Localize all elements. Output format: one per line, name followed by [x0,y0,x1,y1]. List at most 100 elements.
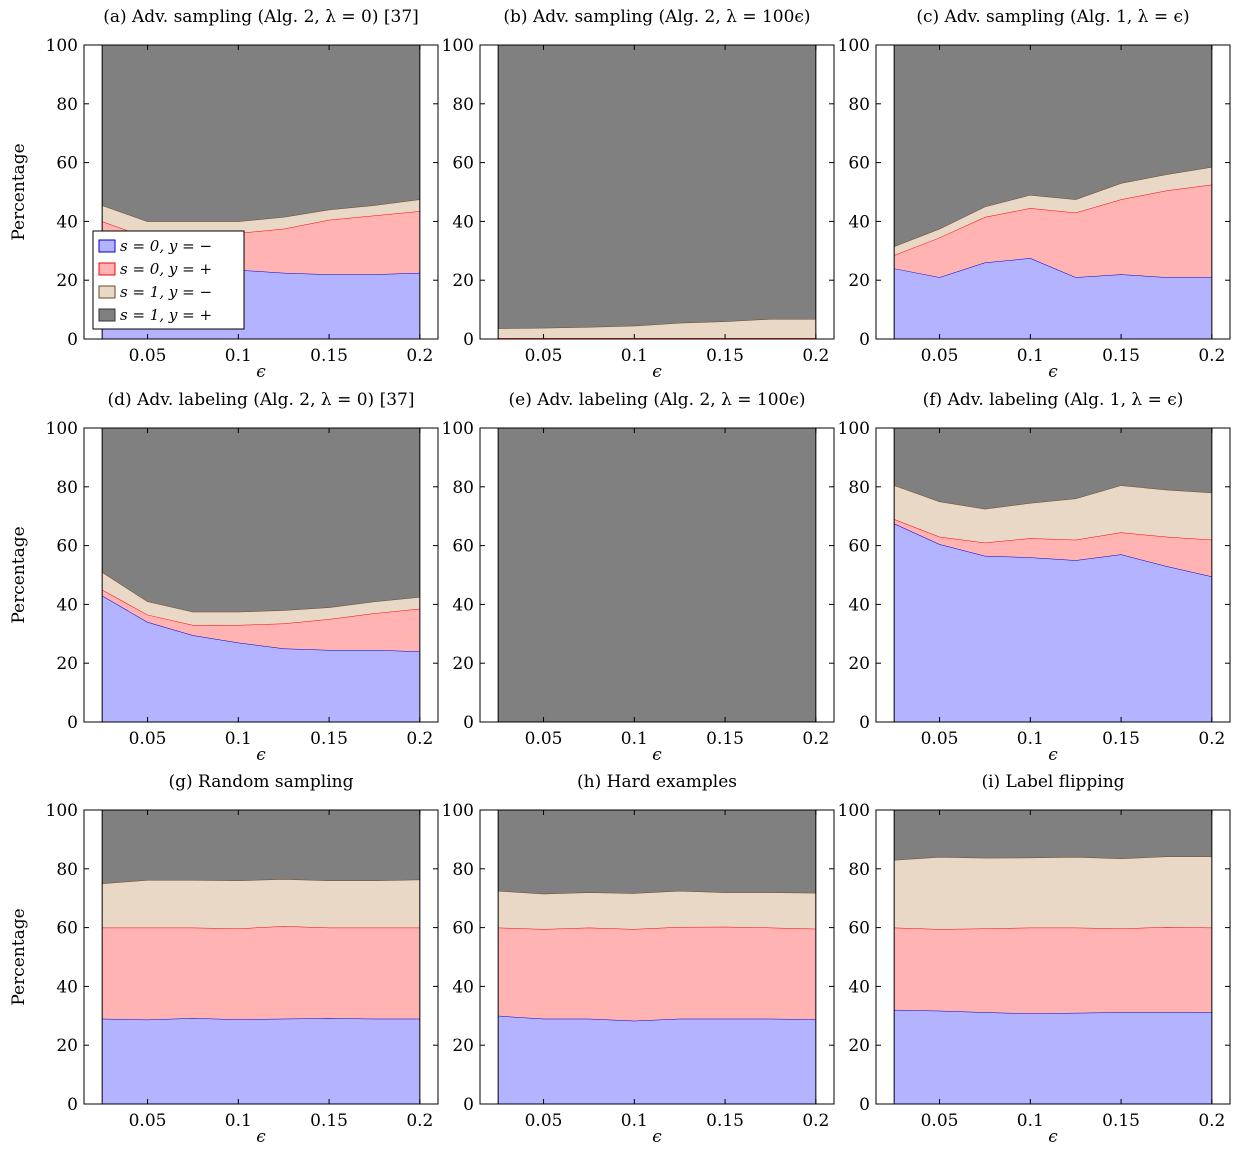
xtick-label-i-1: 0.1 [1017,1111,1044,1131]
ylabel-a: Percentage [9,143,29,240]
legend-swatch-2 [98,285,116,299]
xlabel-d: ϵ [256,745,266,765]
area-h-series-2 [498,890,816,930]
xtick-label-e-3: 0.2 [802,729,829,749]
legend-label-3: s = 1, y = + [120,306,212,324]
axes-frame-e [479,427,835,723]
legend: s = 0, y = − s = 0, y = + s = 1, y = − s = … [92,230,245,330]
area-f-series-2 [894,485,1212,543]
ytick-label-f-1: 20 [848,654,870,674]
ytick-label-h-1: 20 [452,1036,474,1056]
xtick-label-a-2: 0.15 [310,346,348,366]
panel-title-d: (d) Adv. labeling (Alg. 2, λ = 0) [37] [108,390,415,410]
xtick-label-g-2: 0.15 [310,1111,348,1131]
legend-label-1: s = 0, y = + [120,260,212,278]
panel-d: 0 20 40 60 80 100 0.05 0.1 0.15 0.2 (d) Adv. label… [9,390,439,765]
ytick-label-h-5: 100 [442,801,474,821]
ytick-label-a-5: 100 [46,36,78,56]
ytick-label-a-3: 60 [56,154,78,174]
xtick-label-b-0: 0.05 [525,346,563,366]
xlabel-c: ϵ [1048,362,1058,382]
panel-f: 0 20 40 60 80 100 0.05 0.1 0.15 0.2 (f) Adv. label… [838,390,1231,765]
xtick-label-i-2: 0.15 [1102,1111,1140,1131]
xtick-label-h-2: 0.15 [706,1111,744,1131]
ytick-label-e-4: 80 [452,478,474,498]
xlabel-i: ϵ [1048,1127,1058,1147]
ytick-label-g-0: 0 [67,1095,78,1115]
ytick-label-g-2: 40 [56,977,78,997]
xtick-label-i-3: 0.2 [1198,1111,1225,1131]
ylabel-d: Percentage [9,526,29,623]
ytick-label-a-0: 0 [67,330,78,350]
area-d-series-1 [102,589,420,652]
xtick-label-b-2: 0.15 [706,346,744,366]
ytick-label-d-2: 40 [56,595,78,615]
xtick-label-e-1: 0.1 [621,729,648,749]
ytick-label-b-1: 20 [452,271,474,291]
area-i-series-2 [894,856,1212,930]
ylabel-g: Percentage [9,908,29,1005]
area-e-series-3 [498,428,816,722]
xtick-label-i-0: 0.05 [921,1111,959,1131]
ytick-label-b-3: 60 [452,154,474,174]
xtick-label-f-1: 0.1 [1017,729,1044,749]
ytick-label-b-5: 100 [442,36,474,56]
area-d-series-2 [102,572,420,625]
area-h-series-1 [498,926,816,1021]
xtick-label-a-3: 0.2 [406,346,433,366]
legend-swatch-3 [98,308,116,322]
xtick-label-d-3: 0.2 [406,729,433,749]
legend-label-2: s = 1, y = − [120,283,212,301]
ytick-label-h-4: 80 [452,860,474,880]
area-f-series-3 [894,428,1212,509]
xtick-label-g-0: 0.05 [129,1111,167,1131]
axes-frame-f [875,427,1231,723]
panel-h: 0 20 40 60 80 100 0.05 0.1 0.15 0.2 (h) Hard examp… [442,772,835,1147]
ytick-label-h-0: 0 [463,1095,474,1115]
xlabel-e: ϵ [652,745,662,765]
ytick-label-e-2: 40 [452,595,474,615]
ytick-label-i-4: 80 [848,860,870,880]
ytick-label-f-4: 80 [848,478,870,498]
ytick-label-d-1: 20 [56,654,78,674]
ytick-label-b-0: 0 [463,330,474,350]
panel-b: 0 20 40 60 80 100 0.05 0.1 0.15 0.2 (b) Adv. sampl… [442,7,835,382]
area-b-series-2 [498,319,816,339]
xlabel-h: ϵ [652,1127,662,1147]
ytick-label-h-2: 40 [452,977,474,997]
ytick-label-e-5: 100 [442,419,474,439]
xtick-label-h-3: 0.2 [802,1111,829,1131]
axes-frame-c [875,44,1231,340]
area-i-series-3 [894,810,1212,860]
xtick-label-c-2: 0.15 [1102,346,1140,366]
xlabel-f: ϵ [1048,745,1058,765]
xlabel-g: ϵ [256,1127,266,1147]
area-g-series-0 [102,1018,420,1104]
panel-c: 0 20 40 60 80 100 0.05 0.1 0.15 0.2 (c) Adv. sampl… [838,7,1231,382]
area-i-series-1 [894,927,1212,1014]
ytick-label-i-1: 20 [848,1036,870,1056]
xtick-label-d-0: 0.05 [129,729,167,749]
xtick-label-b-1: 0.1 [621,346,648,366]
ytick-label-i-5: 100 [838,801,870,821]
ytick-label-i-2: 40 [848,977,870,997]
xtick-label-f-0: 0.05 [921,729,959,749]
area-a-series-3 [102,45,420,222]
area-c-series-3 [894,45,1212,247]
area-b-series-3 [498,45,816,329]
area-g-series-3 [102,810,420,884]
xtick-label-c-3: 0.2 [1198,346,1225,366]
xtick-label-h-1: 0.1 [621,1111,648,1131]
xlabel-b: ϵ [652,362,662,382]
ytick-label-f-0: 0 [859,713,870,733]
area-c-series-2 [894,167,1212,256]
xtick-label-d-2: 0.15 [310,729,348,749]
panel-title-i: (i) Label flipping [981,772,1124,792]
ytick-label-d-0: 0 [67,713,78,733]
area-h-series-3 [498,810,816,894]
ytick-label-f-2: 40 [848,595,870,615]
axes-frame-a [83,44,439,340]
area-h-series-0 [498,1015,816,1104]
ytick-label-d-3: 60 [56,537,78,557]
